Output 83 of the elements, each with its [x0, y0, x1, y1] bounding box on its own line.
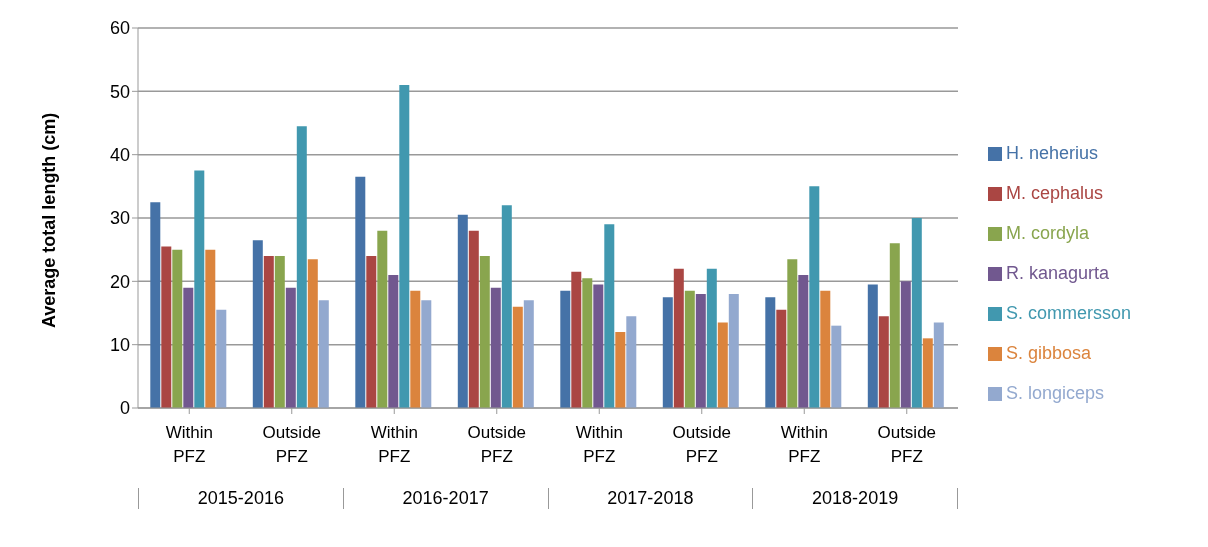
legend-label: S. gibbosa [1006, 343, 1092, 363]
text: 2017-2018 [547, 488, 753, 509]
legend-label: S. longiceps [1006, 383, 1105, 403]
bar [263, 256, 274, 408]
bar [582, 278, 593, 408]
bar [604, 224, 615, 408]
bar [318, 300, 329, 408]
bar [593, 284, 604, 408]
bar [673, 268, 684, 408]
legend-label: M. cephalus [1006, 183, 1104, 203]
bar [366, 256, 377, 408]
x-tick-label: Outside PFZ [262, 423, 322, 466]
bar [377, 230, 388, 408]
x-tick-label: Within PFZ [165, 423, 213, 466]
bar [615, 332, 626, 408]
bar [468, 230, 479, 408]
bar [216, 309, 227, 408]
bar [717, 322, 728, 408]
bar [776, 309, 787, 408]
bar [922, 338, 933, 408]
bar [911, 218, 922, 408]
bar [798, 275, 809, 408]
text: 2018-2019 [752, 488, 958, 509]
bar [831, 325, 842, 408]
bar [662, 297, 673, 408]
bar [399, 85, 410, 408]
x-tick-label: Within PFZ [780, 423, 828, 466]
x-tick-label: Outside PFZ [877, 423, 937, 466]
bar [274, 256, 285, 408]
y-tick-label: 60 [109, 18, 130, 39]
bar [867, 284, 878, 408]
x-tick-label: Within PFZ [575, 423, 623, 466]
y-axis-title: Average total length (cm) [39, 112, 60, 328]
bar [878, 316, 889, 408]
y-tick-label: 20 [109, 271, 130, 292]
bar [307, 259, 318, 408]
bar [194, 170, 205, 408]
bar [172, 249, 183, 408]
bar [150, 202, 161, 408]
bar [501, 205, 512, 408]
bar [626, 316, 637, 408]
y-tick-label: 30 [109, 208, 130, 229]
bar [809, 186, 820, 408]
bar [787, 259, 798, 408]
bar [388, 275, 399, 408]
y-tick-label: 10 [109, 335, 130, 356]
text: 2015-2016 [138, 488, 343, 509]
bar [728, 294, 739, 408]
bar [457, 214, 468, 408]
bar [479, 256, 490, 408]
bar [933, 322, 944, 408]
bar [285, 287, 296, 408]
bar [560, 290, 571, 408]
bar [684, 290, 695, 408]
legend-label: H. neherius [1006, 143, 1099, 163]
bar [512, 306, 523, 408]
bar [252, 240, 263, 408]
y-tick-label: 50 [109, 81, 130, 102]
bar [161, 246, 172, 408]
bar [410, 290, 421, 408]
bar [889, 243, 900, 408]
bar [765, 297, 776, 408]
legend-label: R. kanagurta [1006, 263, 1110, 283]
x-tick-label: Within PFZ [370, 423, 418, 466]
bar [706, 268, 717, 408]
y-tick-label: 40 [109, 145, 130, 166]
bar [695, 294, 706, 408]
bar [820, 290, 831, 408]
bar [205, 249, 216, 408]
y-tick-label: 0 [119, 398, 130, 419]
bar [421, 300, 432, 408]
legend-label: M. cordyla [1006, 223, 1090, 243]
bar [296, 126, 307, 408]
text: 2016-2017 [342, 488, 548, 509]
bar [183, 287, 194, 408]
legend-label: S. commersson [1006, 303, 1132, 323]
bar [571, 271, 582, 408]
bar [355, 176, 366, 408]
bar [490, 287, 501, 408]
bar [523, 300, 534, 408]
x-tick-label: Outside PFZ [467, 423, 527, 466]
bar [900, 281, 911, 408]
x-tick-label: Outside PFZ [672, 423, 732, 466]
